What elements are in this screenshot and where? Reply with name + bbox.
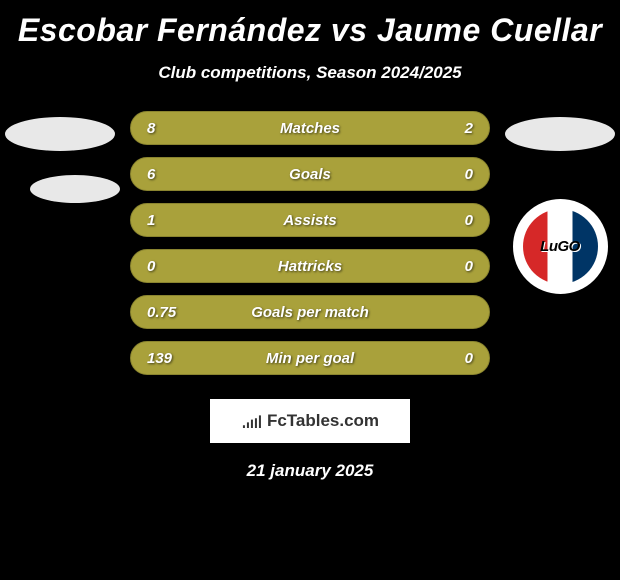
player-club-placeholder: [30, 175, 120, 203]
stat-label: Hattricks: [278, 258, 342, 275]
stat-label: Matches: [280, 120, 340, 137]
stat-bar: 1 Assists 0: [130, 203, 490, 237]
source-logo-box: FcTables.com: [210, 399, 410, 443]
comparison-container: Escobar Fernández vs Jaume Cuellar Club …: [0, 0, 620, 580]
club-badge: LuGO: [513, 199, 608, 294]
stat-label: Goals: [289, 166, 331, 183]
content-area: LuGO 8 Matches 2 6 Goals 0 1 Assists 0 0: [0, 111, 620, 391]
club-badge-stripes: LuGO: [523, 209, 598, 284]
source-logo-text: FcTables.com: [267, 411, 379, 431]
stat-right-value: 0: [433, 350, 473, 367]
left-player-column: [0, 111, 120, 209]
page-title: Escobar Fernández vs Jaume Cuellar: [0, 0, 620, 49]
stat-left-value: 6: [147, 166, 187, 183]
stat-left-value: 0: [147, 258, 187, 275]
subtitle: Club competitions, Season 2024/2025: [0, 63, 620, 83]
right-player-column: LuGO: [500, 111, 620, 294]
stat-right-value: 2: [433, 120, 473, 137]
stat-right-value: 0: [433, 258, 473, 275]
stat-bar: 0.75 Goals per match: [130, 295, 490, 329]
chart-bars-icon: [241, 414, 261, 428]
stat-left-value: 1: [147, 212, 187, 229]
stat-label: Goals per match: [251, 304, 369, 321]
stat-bar: 6 Goals 0: [130, 157, 490, 191]
stat-label: Assists: [283, 212, 336, 229]
stat-left-value: 139: [147, 350, 187, 367]
stat-right-value: 0: [433, 166, 473, 183]
stat-bar: 139 Min per goal 0: [130, 341, 490, 375]
stat-right-value: 0: [433, 212, 473, 229]
stat-bar: 8 Matches 2: [130, 111, 490, 145]
player-avatar-placeholder: [5, 117, 115, 151]
player-avatar-placeholder: [505, 117, 615, 151]
club-badge-name: LuGO: [540, 238, 580, 255]
stat-left-value: 0.75: [147, 304, 187, 321]
date-label: 21 january 2025: [0, 461, 620, 481]
stat-bar: 0 Hattricks 0: [130, 249, 490, 283]
stat-left-value: 8: [147, 120, 187, 137]
stat-label: Min per goal: [266, 350, 354, 367]
stats-area: 8 Matches 2 6 Goals 0 1 Assists 0 0 Hatt…: [130, 111, 490, 387]
